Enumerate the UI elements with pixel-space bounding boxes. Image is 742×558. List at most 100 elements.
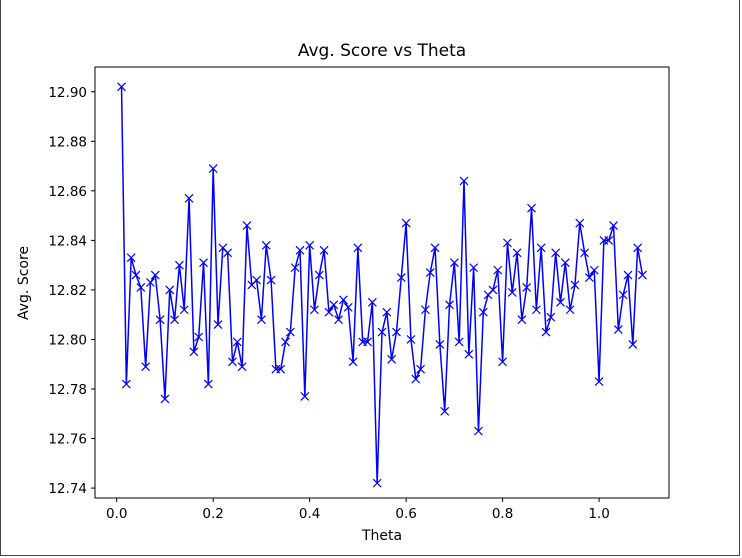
data-point-marker [194,332,204,342]
data-point-marker [522,283,532,292]
data-point-marker [551,248,561,258]
data-point-marker [121,379,131,389]
data-point-marker [406,335,416,344]
data-point-marker [126,253,136,263]
data-point-marker [189,347,199,357]
data-point-marker [570,280,580,290]
data-point-marker [531,305,541,315]
data-point-marker [440,406,450,416]
data-point-marker [266,275,276,285]
data-point-marker [174,260,184,270]
plot-area-frame [94,66,670,499]
data-point-marker [252,275,262,285]
data-point-marker [609,221,618,230]
data-point-marker [589,265,599,275]
data-point-marker [541,327,551,337]
data-point-marker [242,221,252,230]
data-point-marker [300,392,310,401]
chart-title: Avg. Score vs Theta [298,41,466,61]
x-axis: 0.0 0.2 0.4 0.6 0.8 1.0 [106,498,610,522]
data-point-marker [575,218,585,228]
data-point-marker [290,263,300,273]
data-point-marker [527,203,536,213]
x-tick-label: 0.8 [492,506,513,522]
data-point-marker [165,285,175,295]
y-axis-label: Avg. Score [16,246,32,320]
data-point-marker [416,364,426,374]
data-point-marker [502,238,512,248]
data-point-marker [435,340,445,349]
y-tick-label: 12.90 [48,85,87,101]
data-point-marker [276,364,286,374]
data-point-marker [136,283,146,292]
data-point-marker [367,297,377,307]
data-point-marker [146,278,155,287]
data-point-marker [363,337,372,347]
data-point-marker [329,300,339,310]
data-point-marker [179,305,189,315]
data-point-marker [425,268,435,278]
data-point-marker [150,270,160,280]
data-point-marker [155,315,165,325]
data-point-marker [580,248,590,258]
data-point-marker [338,295,348,305]
data-point-marker [633,243,643,253]
series-line [120,86,644,484]
data-point-marker [141,362,151,372]
data-point-marker [377,327,387,337]
data-point-marker [208,164,218,173]
data-point-marker [387,354,397,364]
data-point-marker [237,362,247,372]
y-tick-label: 12.88 [48,134,87,150]
data-point-marker [184,193,194,203]
data-point-marker [493,265,503,275]
data-point-marker [392,327,401,337]
y-axis: 12.74 12.76 12.78 12.80 12.82 12.84 12.86 12.88… [48,85,95,497]
x-axis-label: Theta [361,528,402,544]
data-point-marker [401,218,411,228]
y-tick-label: 12.82 [48,283,87,299]
data-point-marker [256,315,266,325]
data-point-marker [488,285,498,295]
data-point-marker [117,82,126,92]
data-point-marker [170,315,180,325]
data-point-marker [411,374,421,384]
data-point-marker [203,379,213,389]
data-point-marker [512,248,522,258]
data-point-marker [382,307,392,317]
data-point-marker [459,176,469,186]
data-point-marker [584,273,594,282]
data-point-marker [560,258,570,268]
data-point-marker [628,340,638,349]
data-point-marker [310,305,319,315]
data-point-marker [334,315,344,325]
data-point-marker [281,337,290,347]
data-point-marker [517,315,527,325]
data-point-marker [546,312,556,322]
data-point-marker [305,240,315,250]
x-tick-label: 1.0 [588,506,609,522]
data-point-marker [131,270,141,280]
data-point-marker [199,258,208,268]
data-point-marker [319,245,329,255]
data-point-marker [507,287,517,297]
data-point-marker [556,297,565,307]
data-point-marker [285,327,295,337]
data-point-marker [604,235,614,245]
data-point-marker [314,270,324,280]
data-point-marker [343,302,353,312]
data-point-marker [324,307,334,317]
data-point-marker [420,305,430,315]
data-point-marker [454,337,464,347]
data-point-marker [474,426,483,436]
data-point-marker [464,349,474,359]
data-point-marker [623,270,633,280]
series-layer [117,82,647,488]
data-point-marker [353,243,363,253]
data-point-marker [498,357,508,367]
x-tick-label: 0.6 [395,506,416,522]
data-point-marker [536,243,546,253]
data-point-marker [213,320,223,330]
x-tick-label: 0.4 [299,506,320,522]
